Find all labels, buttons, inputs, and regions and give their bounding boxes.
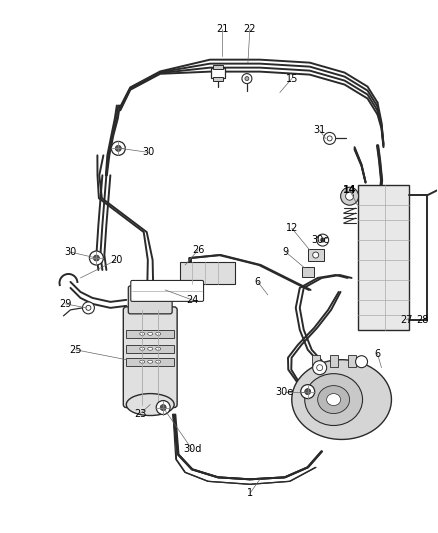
Circle shape <box>86 305 91 310</box>
Circle shape <box>115 146 121 151</box>
FancyBboxPatch shape <box>124 307 177 408</box>
Text: 21: 21 <box>216 24 228 34</box>
Text: 23: 23 <box>134 408 146 418</box>
Text: 29: 29 <box>59 299 72 309</box>
Text: 30: 30 <box>64 247 77 257</box>
Circle shape <box>324 132 336 144</box>
Ellipse shape <box>148 347 153 350</box>
Circle shape <box>327 136 332 141</box>
Circle shape <box>160 405 166 410</box>
Circle shape <box>317 234 328 246</box>
Ellipse shape <box>327 393 341 406</box>
Text: 27: 27 <box>400 315 413 325</box>
Circle shape <box>320 238 325 243</box>
Text: 20: 20 <box>110 255 123 265</box>
Bar <box>308 249 324 261</box>
Circle shape <box>305 389 311 394</box>
Text: 30c: 30c <box>311 235 328 245</box>
Text: 15: 15 <box>286 74 298 84</box>
Ellipse shape <box>148 332 153 335</box>
Text: 12: 12 <box>286 223 298 233</box>
Circle shape <box>341 187 359 205</box>
Circle shape <box>89 251 103 265</box>
Ellipse shape <box>155 347 161 350</box>
Ellipse shape <box>140 332 145 335</box>
Ellipse shape <box>292 360 392 439</box>
Text: 6: 6 <box>374 349 381 359</box>
Text: 30e: 30e <box>276 386 294 397</box>
Ellipse shape <box>140 360 145 363</box>
Ellipse shape <box>148 360 153 363</box>
Text: 14: 14 <box>343 185 357 195</box>
Text: 30d: 30d <box>183 445 201 455</box>
Circle shape <box>111 141 125 155</box>
Bar <box>330 355 338 367</box>
Text: 24: 24 <box>186 295 198 305</box>
Ellipse shape <box>126 393 174 416</box>
Bar <box>211 68 225 78</box>
Text: 22: 22 <box>244 24 256 34</box>
Circle shape <box>82 302 95 314</box>
Bar <box>126 345 174 353</box>
Text: 28: 28 <box>416 315 428 325</box>
Bar <box>213 64 223 69</box>
Ellipse shape <box>155 360 161 363</box>
Bar <box>180 262 235 284</box>
Text: 25: 25 <box>69 345 82 355</box>
Ellipse shape <box>155 332 161 335</box>
Text: 9: 9 <box>283 247 289 257</box>
Circle shape <box>93 255 99 261</box>
Circle shape <box>356 356 367 368</box>
Circle shape <box>156 401 170 415</box>
Circle shape <box>317 365 323 370</box>
FancyBboxPatch shape <box>128 286 172 314</box>
Ellipse shape <box>318 385 350 414</box>
Text: 30: 30 <box>142 147 154 157</box>
Ellipse shape <box>305 374 363 425</box>
Bar <box>213 77 223 80</box>
Circle shape <box>242 74 252 84</box>
Bar <box>348 355 356 367</box>
Circle shape <box>313 252 319 258</box>
Text: 31: 31 <box>314 125 326 135</box>
Bar <box>302 267 314 277</box>
Bar <box>126 358 174 366</box>
Ellipse shape <box>140 347 145 350</box>
FancyBboxPatch shape <box>131 280 204 301</box>
Bar <box>126 330 174 338</box>
Circle shape <box>245 77 249 80</box>
Bar <box>357 185 410 330</box>
Text: 6: 6 <box>255 277 261 287</box>
Circle shape <box>301 385 314 399</box>
Bar <box>312 355 320 367</box>
Text: 26: 26 <box>192 245 204 255</box>
Circle shape <box>313 361 327 375</box>
Text: 1: 1 <box>247 488 253 498</box>
Circle shape <box>346 192 353 200</box>
